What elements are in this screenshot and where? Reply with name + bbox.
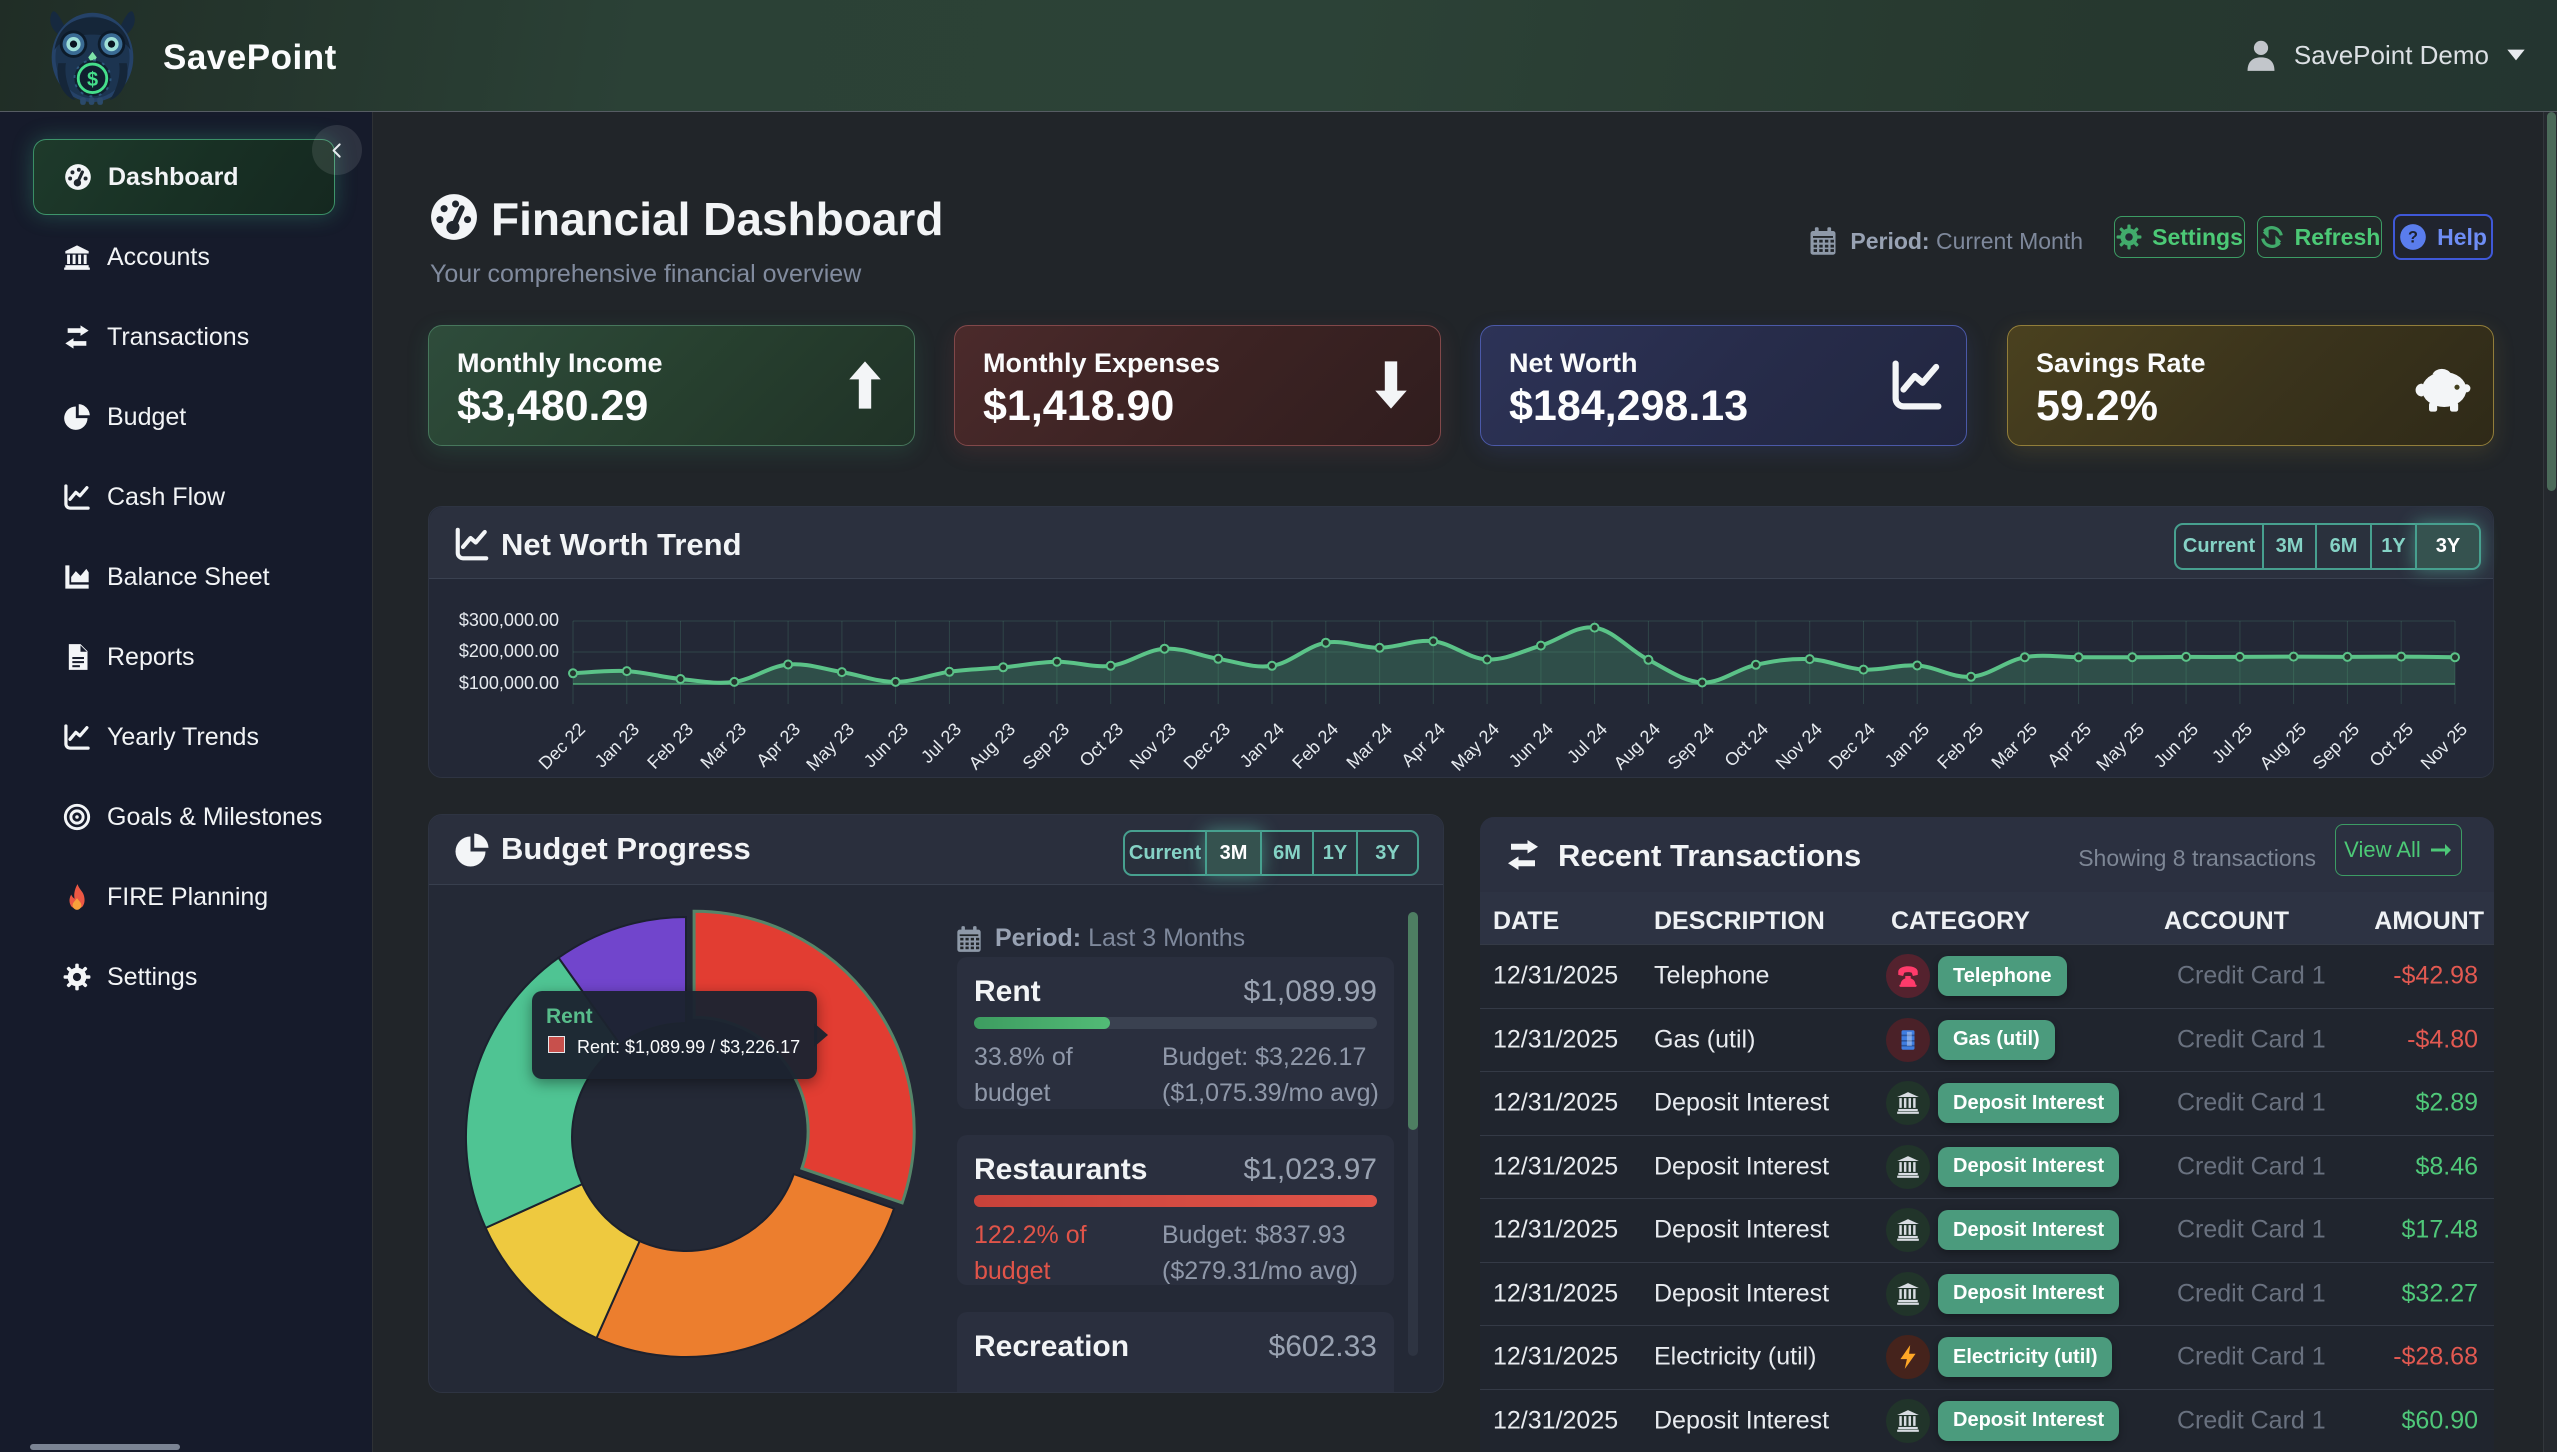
svg-text:$: $	[87, 69, 98, 91]
svg-text:?: ?	[2408, 228, 2418, 246]
